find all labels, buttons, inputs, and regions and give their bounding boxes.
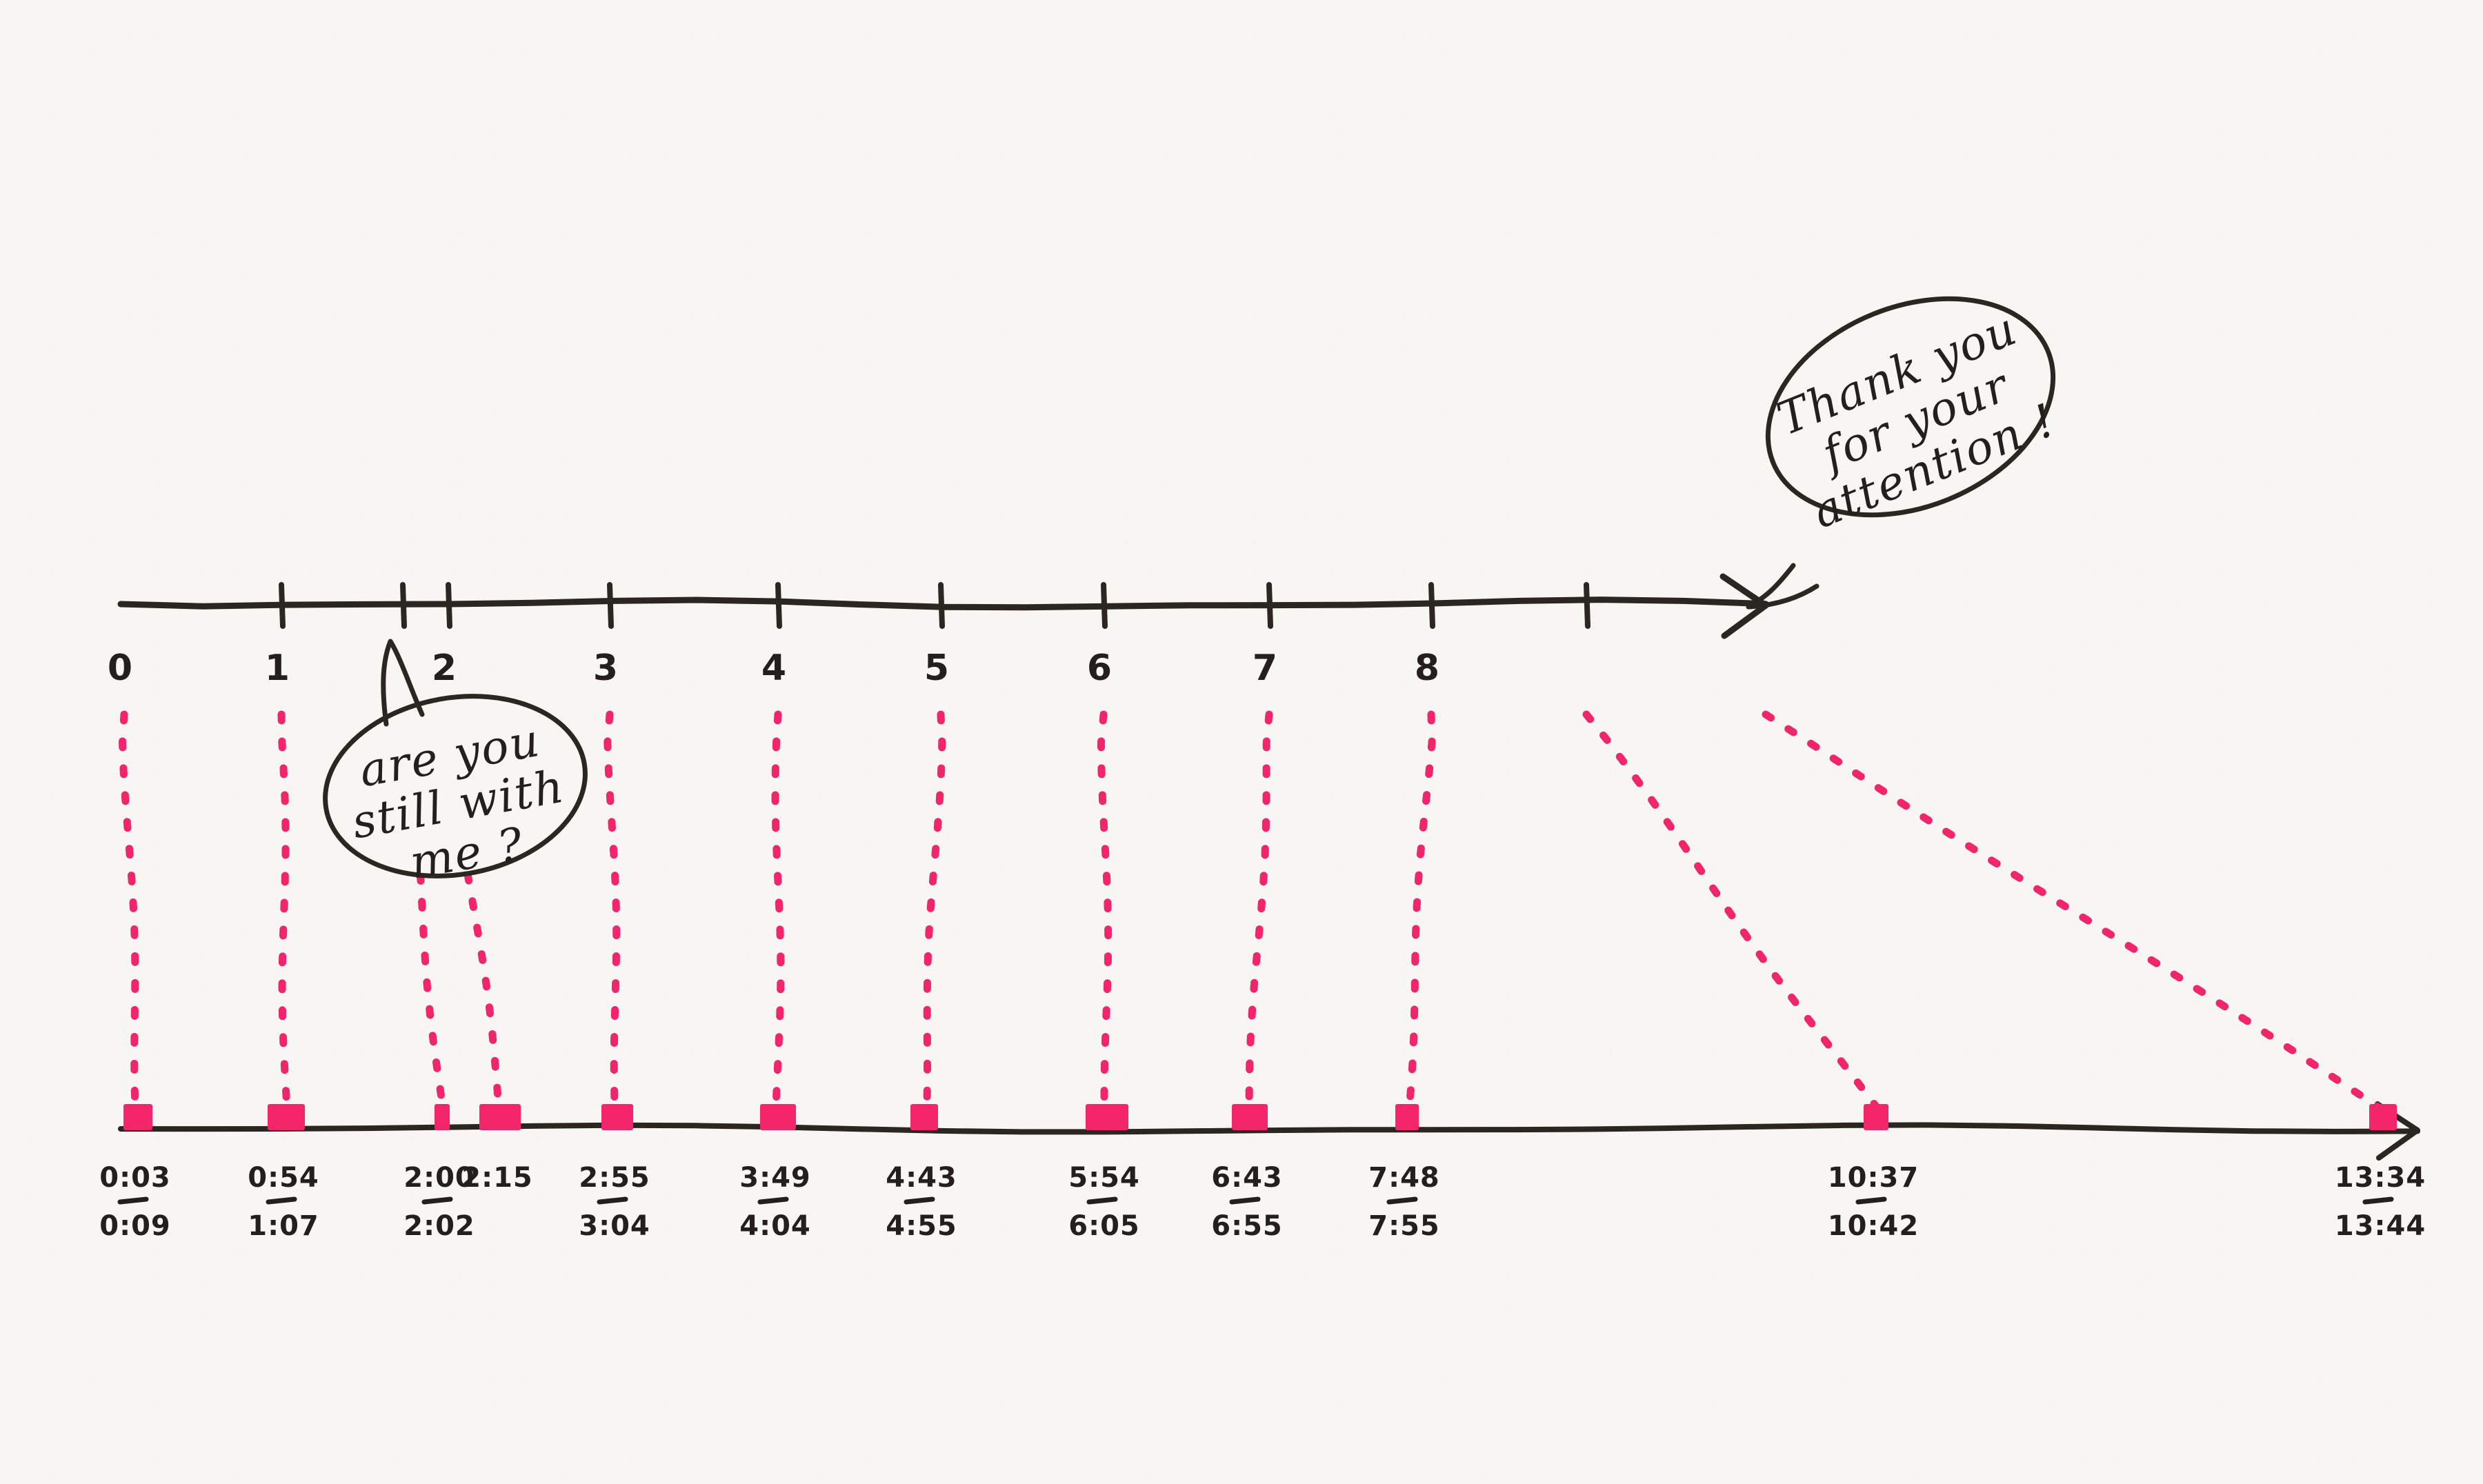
axis-number-6: 6: [1087, 648, 1112, 689]
leader-line-e0: [118, 710, 139, 1114]
event-marker-e9[interactable]: [1395, 1104, 1419, 1130]
leader-line-e8: [1245, 710, 1273, 1114]
event-range-dash-e8: [1229, 1196, 1261, 1205]
event-time-end-e2: 2:02: [403, 1210, 475, 1242]
speech-bubble-outline-1: [1765, 296, 2056, 518]
event-time-start-e7: 5:54: [1068, 1162, 1140, 1194]
leader-line-e11: [1762, 710, 2386, 1114]
event-time-start-e9: 7:48: [1368, 1162, 1440, 1194]
speech-bubble-outline-0: [323, 694, 588, 879]
event-time-start-e0: 0:03: [99, 1162, 171, 1194]
event-marker-e11[interactable]: [2369, 1104, 2397, 1130]
leader-line-e6: [923, 710, 946, 1114]
event-time-start-e6: 4:43: [886, 1162, 957, 1194]
axis-number-8: 8: [1415, 648, 1439, 689]
event-time-start-e4: 2:55: [579, 1162, 650, 1194]
event-time-end-e9: 7:55: [1368, 1210, 1440, 1242]
event-time-end-e1: 1:07: [248, 1210, 319, 1242]
event-range-dash-e6: [904, 1196, 935, 1205]
event-time-end-e7: 6:05: [1068, 1210, 1140, 1242]
leader-line-e9: [1405, 710, 1436, 1114]
top-axis-tick-7: [1266, 582, 1273, 629]
top-axis-tick-unlabeled-0: [400, 582, 407, 629]
event-range-dash-e4: [597, 1196, 628, 1205]
event-time-start-e8: 6:43: [1211, 1162, 1283, 1194]
event-range-dash-e0: [117, 1196, 149, 1205]
top-axis-tick-6: [1101, 582, 1108, 629]
axis-number-2: 2: [432, 648, 457, 689]
event-time-end-e0: 0:09: [99, 1210, 171, 1242]
event-marker-e8[interactable]: [1232, 1104, 1268, 1130]
event-marker-e5[interactable]: [760, 1104, 796, 1130]
event-time-end-e8: 6:55: [1211, 1210, 1283, 1242]
axis-number-4: 4: [761, 648, 786, 689]
top-axis-tick-8: [1428, 582, 1435, 629]
event-range-dash-e5: [757, 1196, 789, 1205]
event-range-dash-e2: [421, 1196, 453, 1205]
event-marker-e0[interactable]: [123, 1104, 152, 1130]
top-axis-tick-2: [446, 582, 452, 629]
event-range-dash-e7: [1086, 1196, 1118, 1205]
event-range-dash-e9: [1386, 1196, 1418, 1205]
event-time-start-e1: 0:54: [248, 1162, 319, 1194]
top-axis-tick-4: [775, 582, 782, 629]
event-time-end-e10: 10:42: [1828, 1210, 1919, 1242]
event-marker-e10[interactable]: [1864, 1104, 1888, 1130]
event-marker-e3[interactable]: [479, 1104, 521, 1130]
leader-line-e5: [771, 710, 785, 1114]
event-time-end-e4: 3:04: [579, 1210, 650, 1242]
top-axis-tick-1: [279, 582, 286, 629]
event-marker-e6[interactable]: [910, 1104, 938, 1130]
top-axis-tick-3: [607, 582, 614, 629]
axis-number-5: 5: [924, 648, 949, 689]
event-marker-e2[interactable]: [435, 1104, 450, 1130]
top-axis-tick-unlabeled-1: [1584, 582, 1590, 629]
event-marker-e7[interactable]: [1086, 1104, 1128, 1130]
event-time-end-e11: 13:44: [2335, 1210, 2426, 1242]
event-time-start-e10: 10:37: [1828, 1162, 1919, 1194]
speech-bubble-tail-thanks: [1746, 563, 1819, 610]
event-range-dash-e10: [1855, 1196, 1887, 1205]
bottom-axis-line: [118, 1122, 2420, 1135]
event-time-end-e5: 4:04: [739, 1210, 811, 1242]
leader-line-e3: [444, 710, 503, 1114]
axis-number-1: 1: [265, 648, 290, 689]
event-time-end-e6: 4:55: [886, 1210, 957, 1242]
speech-bubble-tail-question: [381, 639, 425, 727]
event-time-start-e3: 2:15: [461, 1162, 533, 1194]
axis-number-3: 3: [593, 648, 618, 689]
leader-line-e2: [399, 710, 447, 1114]
leader-line-e10: [1582, 710, 1882, 1114]
event-marker-e1[interactable]: [268, 1104, 305, 1130]
event-time-start-e5: 3:49: [739, 1162, 811, 1194]
leader-line-e7: [1097, 710, 1113, 1114]
axis-number-0: 0: [108, 648, 132, 689]
leader-line-e1: [277, 710, 291, 1114]
leader-line-e4: [604, 710, 621, 1114]
event-marker-e4[interactable]: [601, 1104, 633, 1130]
event-time-start-e11: 13:34: [2335, 1162, 2426, 1194]
event-range-dash-e11: [2362, 1196, 2394, 1205]
event-range-dash-e1: [266, 1196, 297, 1205]
top-axis-tick-5: [938, 582, 945, 629]
event-time-start-e2: 2:00: [403, 1162, 475, 1194]
axis-number-7: 7: [1253, 648, 1277, 689]
